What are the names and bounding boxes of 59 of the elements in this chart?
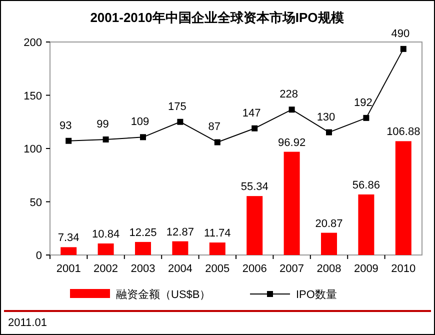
bar [172, 241, 188, 255]
bar [209, 242, 226, 255]
point [140, 134, 146, 140]
bar [321, 232, 337, 255]
data-label: 12.25 [129, 226, 157, 239]
x-tick-label: 2002 [94, 263, 118, 275]
x-tick-label: 2008 [316, 263, 342, 275]
x-tick-label: 2009 [354, 263, 378, 275]
x-tick-label: 2003 [130, 263, 156, 275]
y-tick-label: 150 [24, 90, 42, 102]
data-label: 109 [130, 116, 150, 128]
point [326, 129, 332, 136]
data-label: 55.34 [240, 181, 268, 194]
data-label: 130 [316, 111, 336, 124]
bar [60, 247, 77, 255]
data-label: 7.34 [58, 232, 80, 244]
data-label: 490 [391, 28, 410, 40]
bar [358, 194, 374, 255]
y-tick-label: 50 [30, 196, 42, 209]
x-tick-label: 2004 [168, 263, 192, 275]
y-tick-label: 100 [24, 144, 42, 156]
point [288, 106, 295, 113]
point [102, 136, 109, 142]
data-label: 56.86 [352, 179, 380, 192]
point [400, 46, 406, 52]
data-label: 20.87 [315, 218, 343, 230]
data-label: 87 [208, 121, 221, 134]
data-label: 11.74 [204, 227, 231, 240]
chart-title: 2001-2010年中国企业全球资本市场IPO规模 [90, 10, 344, 25]
point [363, 114, 370, 121]
data-label: 228 [280, 88, 298, 101]
x-tick-label: 2001 [56, 263, 81, 275]
bar [246, 196, 263, 255]
x-tick-label: 2005 [205, 263, 230, 275]
x-tick-label: 2007 [280, 263, 304, 275]
y-tick-label: 0 [36, 250, 42, 262]
x-tick-label: 2006 [242, 263, 267, 275]
point [214, 139, 220, 146]
bar [135, 242, 151, 255]
data-label: 99 [96, 118, 109, 130]
data-label: 12.87 [166, 226, 194, 238]
text: 2011.01 [8, 317, 47, 329]
point [66, 138, 72, 144]
point [177, 118, 184, 125]
point [252, 125, 258, 132]
data-label: 175 [168, 100, 186, 113]
data-label: 93 [59, 120, 72, 132]
data-label: 147 [242, 107, 261, 120]
bar [395, 141, 412, 255]
y-tick-label: 200 [24, 37, 42, 49]
legend-label: 融资金额（US$B） [116, 288, 211, 301]
x-tick-label: 2010 [391, 263, 416, 275]
bar [284, 152, 300, 255]
data-label: 106.88 [386, 126, 420, 138]
legend-label: IPO数量 [296, 289, 337, 301]
data-label: 96.92 [278, 136, 306, 149]
data-label: 10.84 [92, 228, 120, 240]
bar [98, 243, 114, 255]
data-label: 192 [354, 96, 372, 109]
